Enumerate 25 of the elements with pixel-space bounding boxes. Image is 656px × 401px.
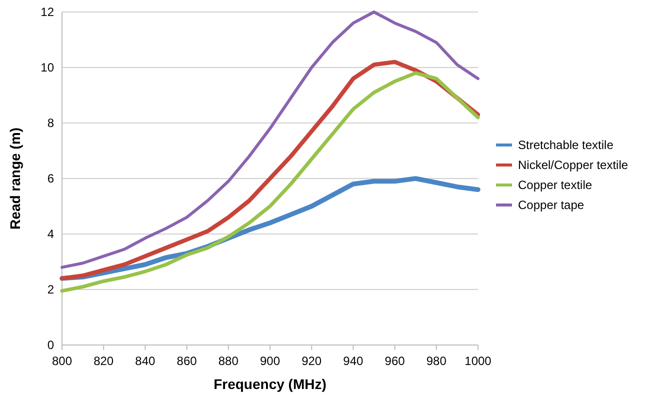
legend-label: Nickel/Copper textile: [518, 158, 628, 172]
x-tick-label: 960: [384, 354, 406, 368]
y-tick-label: 2: [47, 282, 54, 296]
x-tick-label: 840: [135, 354, 156, 368]
legend-label: Copper textile: [518, 178, 592, 192]
y-tick-label: 0: [47, 338, 54, 352]
y-tick-label: 10: [40, 60, 54, 74]
x-tick-label: 820: [94, 354, 114, 368]
x-axis-title: Frequency (MHz): [214, 376, 326, 392]
x-tick-label: 880: [218, 354, 239, 368]
legend-label: Stretchable textile: [518, 138, 614, 152]
x-tick-label: 800: [52, 354, 72, 368]
y-tick-label: 8: [47, 116, 54, 130]
x-tick-label: 860: [176, 354, 198, 368]
x-tick-label: 900: [260, 354, 280, 368]
y-tick-label: 6: [47, 172, 54, 186]
x-tick-label: 920: [302, 354, 322, 368]
line-series: [60, 10, 480, 269]
x-tick-label: 980: [426, 354, 447, 368]
y-tick-label: 4: [47, 227, 54, 241]
x-tick-label: 940: [343, 354, 364, 368]
y-tick-label: 12: [40, 5, 54, 19]
legend-label: Copper tape: [518, 198, 584, 212]
y-axis-title: Read range (m): [7, 128, 23, 230]
x-tick-label: 1000: [464, 354, 492, 368]
